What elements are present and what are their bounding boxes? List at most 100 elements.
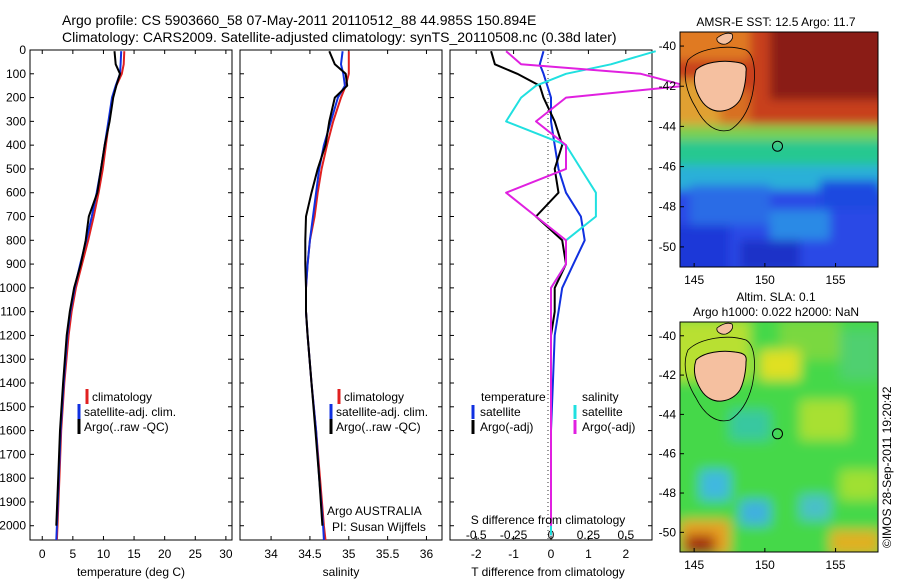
argo-position-marker <box>772 140 783 152</box>
argo-line <box>55 51 121 526</box>
credit-timestamp: ©IMOS 28-Sep-2011 19:20:42 <box>880 386 894 548</box>
tasmania-landmass <box>693 350 747 402</box>
depth-tick-label: 1500 <box>0 400 26 414</box>
argo-position-marker <box>772 428 783 440</box>
top-tick-label: -0.5 <box>466 528 487 542</box>
depth-tick-label: 0 <box>19 43 26 57</box>
depth-tick-label: 600 <box>6 186 26 200</box>
sst-field <box>680 32 878 267</box>
x-tick-label: 5 <box>70 547 77 561</box>
x-tick-label: 34.5 <box>298 547 322 561</box>
legend-t-argo-label: Argo(-adj) <box>480 420 533 434</box>
sla-map-axes: 145 150 155 -40 -42 -44 -46 -48 -50 <box>659 329 846 572</box>
depth-tick-label: 1900 <box>0 495 26 509</box>
climatology-line <box>305 51 350 541</box>
argo-line <box>304 50 349 526</box>
depth-contour <box>684 336 755 422</box>
legend-argo-label: Argo(..raw -QC) <box>84 420 169 434</box>
s-difference-x-axis: -0.5 -0.25 0 0.25 0.5 <box>466 528 635 542</box>
depth-tick-label: 100 <box>6 67 26 81</box>
temperature-plot: 0 5 10 15 20 25 30 temperature (deg C) climato… <box>39 50 233 579</box>
depth-contour <box>684 46 755 132</box>
depth-tick-label: 1300 <box>0 352 26 366</box>
x-tick-label: 10 <box>97 547 111 561</box>
top-tick-label: 0.5 <box>617 528 634 542</box>
figure-title-line1: Argo profile: CS 5903660_58 07-May-2011 … <box>62 12 537 28</box>
longitude-tick-label: 145 <box>684 273 704 287</box>
sla-field <box>680 322 878 552</box>
top-tick-label: -0.25 <box>500 528 528 542</box>
x-tick-label: -2 <box>471 547 482 561</box>
depth-tick-label: 1000 <box>0 281 26 295</box>
x-tick-label: 35 <box>342 547 356 561</box>
x-tick-label: 20 <box>158 547 172 561</box>
latitude-tick-label: -40 <box>659 329 677 343</box>
s-satellite-diff-line <box>505 50 656 536</box>
sla-map-title-line2: Argo h1000: 0.022 h2000: NaN <box>693 305 859 319</box>
sst-map: AMSR-E SST: 12.5 Argo: 11.7 <box>659 15 879 287</box>
temperature-x-axis: 0 5 10 15 20 25 30 <box>39 50 233 561</box>
depth-tick-label: 700 <box>6 210 26 224</box>
salinity-plot-frame <box>239 49 443 541</box>
x-tick-label: 34 <box>264 547 278 561</box>
latitude-tick-label: -42 <box>659 368 677 382</box>
island-landmass <box>716 32 734 45</box>
depth-tick-label: 1600 <box>0 424 26 438</box>
latitude-tick-label: -40 <box>659 39 677 53</box>
legend-t-satellite-label: satellite <box>480 405 521 419</box>
x-tick-label: 30 <box>219 547 233 561</box>
legend-climatology-label: climatology <box>92 390 152 404</box>
x-tick-label: -1 <box>508 547 519 561</box>
latitude-tick-label: -42 <box>659 79 677 93</box>
legend-s-argo-label: Argo(-adj) <box>582 420 635 434</box>
sla-map: Altim. SLA: 0.1 Argo h1000: 0.022 h2000:… <box>659 290 879 572</box>
salinity-xlabel: salinity <box>323 565 360 579</box>
legend-temperature-title: temperature <box>481 390 546 404</box>
x-tick-label: 0 <box>39 547 46 561</box>
satellite-adj-line <box>55 51 123 541</box>
depth-tick-label: 2000 <box>0 519 26 533</box>
longitude-tick-label: 155 <box>826 558 846 572</box>
depth-axis: 0 100 200 300 400 500 600 700 800 900 1000 1100 1200… <box>0 43 652 533</box>
depth-tick-label: 200 <box>6 91 26 105</box>
x-tick-label: 25 <box>189 547 203 561</box>
legend-argo-label: Argo(..raw -QC) <box>336 420 421 434</box>
latitude-tick-label: -46 <box>659 160 677 174</box>
legend-salinity-title: salinity <box>582 390 619 404</box>
longitude-tick-label: 145 <box>684 558 704 572</box>
sst-map-axes: 145 150 155 -40 -42 -44 -46 -48 -50 <box>659 39 846 287</box>
t-satellite-diff-line <box>538 50 586 536</box>
latitude-tick-label: -48 <box>659 486 677 500</box>
depth-tick-label: 1800 <box>0 471 26 485</box>
longitude-tick-label: 150 <box>755 558 775 572</box>
legend-s-satellite-label: satellite <box>582 405 623 419</box>
x-tick-label: 15 <box>127 547 141 561</box>
temperature-xlabel: temperature (deg C) <box>77 565 185 579</box>
latitude-tick-label: -44 <box>659 407 677 421</box>
t-difference-xlabel: T difference from climatology <box>471 565 625 579</box>
salinity-plot: 34 34.5 35 35.5 36 salinity climatology sate… <box>264 50 433 579</box>
temperature-plot-frame <box>29 49 233 541</box>
legend-satellite-label: satellite-adj. clim. <box>84 405 176 419</box>
figure-title-line2: Climatology: CARS2009. Satellite-adjuste… <box>62 29 617 45</box>
satellite-adj-line <box>305 51 346 541</box>
depth-tick-label: 1200 <box>0 328 26 342</box>
salinity-x-axis: 34 34.5 35 35.5 36 <box>264 50 433 561</box>
depth-tick-label: 1400 <box>0 376 26 390</box>
latitude-tick-label: -44 <box>659 119 677 133</box>
sst-map-title: AMSR-E SST: 12.5 Argo: 11.7 <box>696 15 856 29</box>
latitude-tick-label: -50 <box>659 525 677 539</box>
float-pi-annotation: PI: Susan Wijffels <box>332 520 426 534</box>
depth-tick-label: 300 <box>6 114 26 128</box>
latitude-tick-label: -46 <box>659 447 677 461</box>
depth-tick-label: 1700 <box>0 447 26 461</box>
t-difference-x-axis: -2 -1 0 1 2 <box>471 50 629 561</box>
x-tick-label: 0 <box>548 547 555 561</box>
island-landmass <box>716 322 734 335</box>
legend-satellite-label: satellite-adj. clim. <box>336 405 428 419</box>
x-tick-label: 2 <box>622 547 629 561</box>
x-tick-label: 1 <box>585 547 592 561</box>
depth-tick-label: 900 <box>6 257 26 271</box>
top-tick-label: 0.25 <box>577 528 601 542</box>
difference-plot: -2 -1 0 1 2 -0.5 -0.25 0 0.25 0.5 T difference f… <box>466 50 687 579</box>
